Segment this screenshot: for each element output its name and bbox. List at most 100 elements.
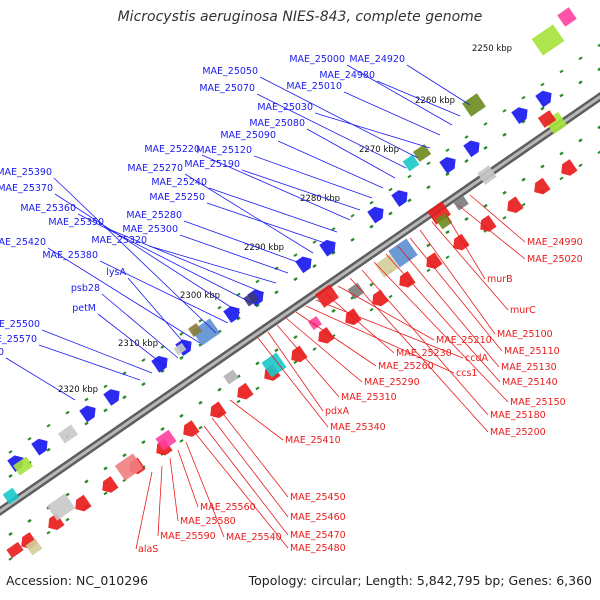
tick-dot: [255, 386, 260, 391]
gene-leader-line: [444, 212, 486, 280]
gene-leader-line: [148, 245, 277, 284]
forward-gene-label: MAE_25070: [199, 83, 407, 169]
tick-dot: [464, 217, 469, 222]
feature-box: [427, 201, 451, 225]
tick-dot: [483, 203, 488, 208]
tick-dot: [502, 132, 507, 137]
forward-gene-label: psb28: [71, 283, 179, 359]
tick-dot: [179, 413, 184, 418]
feature-box: [347, 282, 365, 300]
forward-gene-label: MAE_25280: [126, 210, 301, 264]
forward-gene-arrow: [535, 90, 552, 108]
tick-dot: [445, 255, 450, 260]
feature-box: [155, 429, 177, 451]
tick-dot: [8, 557, 13, 561]
reverse-gene-arrow: [183, 420, 200, 437]
tick-dot: [331, 227, 336, 231]
forward-gene-labels: MAE_24920 MAE_24980 MAE_25000 MAE_25010 MAE_…: [0, 54, 471, 401]
tick-dot: [426, 185, 431, 190]
gene-name: MAE_25560: [200, 502, 256, 513]
forward-gene-arrow: [223, 306, 240, 323]
gene-name: MAE_25260: [378, 361, 434, 372]
reverse-gene-arrow: [399, 271, 416, 288]
forward-gene-label: lysA: [106, 267, 191, 351]
tick-dot: [179, 332, 184, 336]
gene-leader-line: [47, 247, 201, 344]
gene-name: MAE_25140: [502, 377, 558, 388]
reverse-gene-arrow: [318, 326, 335, 344]
reverse-gene-arrow: [534, 177, 551, 195]
gene-name: MAE_25080: [249, 118, 305, 129]
gene-name: MAE_25280: [126, 210, 182, 221]
reverse-gene-label: MAE_25410: [229, 399, 341, 446]
gene-name: MAE_25300: [122, 224, 178, 235]
gene-name: MAE_25340: [330, 422, 386, 433]
gene-name: MAE_25050: [202, 66, 258, 77]
forward-gene-arrow: [463, 140, 480, 158]
feature-box: [453, 195, 469, 211]
forward-gene-label: MAE_25350: [48, 217, 265, 294]
gene-leader-line: [361, 269, 489, 416]
reverse-gene-arrow: [345, 308, 362, 325]
forward-gene-arrow: [391, 190, 408, 207]
tick-dots: [8, 43, 600, 561]
tick-dot: [217, 387, 222, 392]
reverse-gene-label: MAE_25140: [385, 253, 558, 388]
forward-gene-label: MAE_25080: [249, 118, 396, 179]
tick-dot: [293, 253, 298, 257]
accession-label: Accession: NC_010296: [6, 573, 149, 588]
gene-name: MAE_25360: [20, 203, 76, 214]
feature-box: [308, 316, 322, 330]
gene-leader-line: [314, 112, 431, 149]
feature-box: [557, 7, 577, 27]
gene-name: MAE_25590: [160, 531, 216, 542]
tick-dot: [407, 174, 412, 179]
scale-tick-label: 2320 kbp: [58, 385, 98, 395]
tick-dot: [559, 93, 564, 98]
tick-dot: [521, 95, 526, 100]
forward-gene-label: MAE_24920: [349, 54, 471, 106]
tick-dot: [179, 439, 184, 443]
reverse-gene-arrow: [372, 289, 389, 307]
tick-dot: [103, 491, 108, 496]
gene-leader-line: [185, 441, 225, 538]
reverse-gene-labels: MAE_24990 MAE_25020 murB murC MAE_25100 MAE_2…: [135, 194, 583, 555]
forward-gene-arrow: [103, 389, 120, 406]
scale-tick-label: 2270 kbp: [359, 145, 399, 155]
gene-leader-line: [105, 227, 265, 294]
gene-name: MAE_25460: [290, 512, 346, 523]
scale-tick-label: 2280 kbp: [300, 194, 340, 204]
forward-gene-label: MAE_25120: [196, 145, 373, 199]
gene-leader-line: [385, 253, 501, 383]
gene-name: MAE_25130: [501, 362, 557, 373]
tick-dot: [255, 303, 260, 308]
feature-box: [531, 24, 565, 56]
gene-name: MAE_25250: [149, 192, 205, 203]
tick-dot: [369, 307, 374, 312]
tick-dot: [350, 237, 355, 242]
gene-leader-line: [53, 177, 217, 334]
reverse-gene-label: MAE_24990: [469, 194, 583, 248]
gene-leader-line: [267, 331, 324, 412]
gene-leader-line: [184, 173, 314, 254]
tick-dot: [407, 198, 412, 203]
gene-leader-line: [208, 187, 338, 233]
gene-name: MAE_25290: [364, 377, 420, 388]
reverse-gene-label: MAE_25540: [185, 441, 282, 543]
tick-dot: [122, 453, 127, 458]
reverse-gene-label: MAE_25180: [361, 269, 546, 421]
reverse-gene-label: MAE_25230: [325, 293, 452, 359]
gene-name: MAE_25120: [196, 145, 252, 156]
tick-dot: [84, 397, 89, 402]
feature-box: [188, 323, 202, 337]
gene-name: petM: [72, 303, 96, 314]
tick-dot: [464, 159, 469, 164]
gene-leader-line: [406, 64, 471, 106]
tick-dot: [369, 224, 374, 229]
gene-leader-line: [349, 277, 489, 433]
gene-leader-line: [179, 234, 289, 274]
gene-leader-line: [256, 93, 407, 169]
tick-dot: [293, 277, 298, 282]
tick-dot: [521, 177, 526, 182]
gene-name: ccdA: [465, 353, 488, 364]
